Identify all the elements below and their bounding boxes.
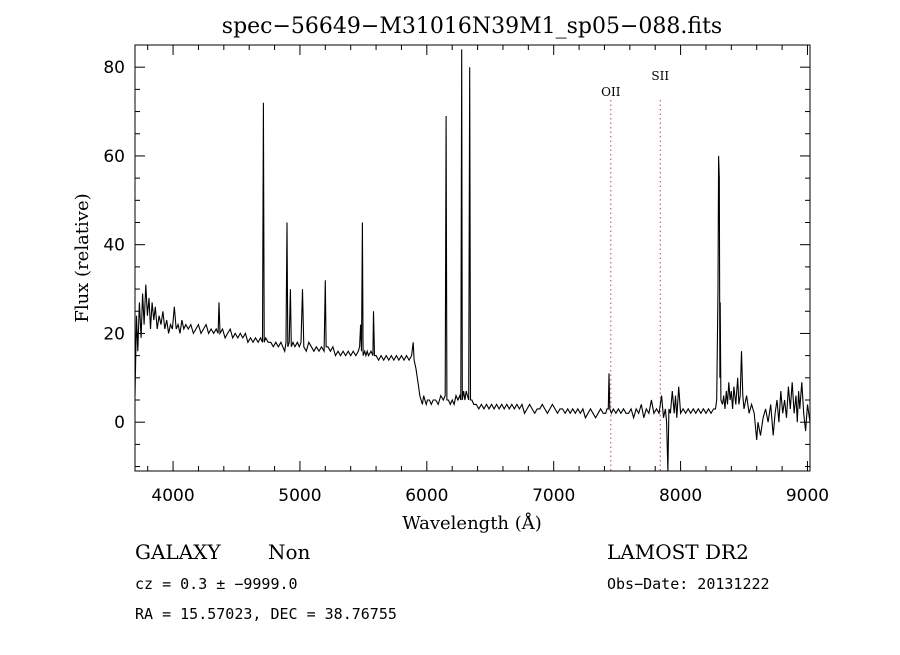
chart-title: spec−56649−M31016N39M1_sp05−088.fits	[222, 14, 722, 39]
survey-release: LAMOST DR2	[607, 540, 749, 564]
y-axis-ticks: 0 20 40 60 80	[103, 58, 810, 468]
y-tick-label: 0	[114, 413, 125, 433]
x-tick-label: 7000	[532, 486, 575, 506]
y-axis-title: Flux (relative)	[72, 193, 93, 322]
plot-frame	[134, 44, 811, 472]
line-marker-label: OII	[601, 85, 621, 99]
x-tick-label: 4000	[151, 486, 194, 506]
object-subclass: Non	[268, 540, 311, 564]
obs-date: Obs−Date: 20131222	[607, 575, 770, 593]
x-tick-label: 8000	[659, 486, 702, 506]
coordinates-text: RA = 15.57023, DEC = 38.76755	[135, 605, 397, 623]
x-axis-title: Wavelength (Å)	[402, 512, 542, 534]
line-marker-label: SII	[651, 69, 669, 83]
x-tick-label: 6000	[405, 486, 448, 506]
y-tick-label: 80	[103, 58, 125, 78]
x-tick-label: 5000	[278, 486, 321, 506]
object-class: GALAXY	[135, 540, 221, 564]
y-tick-label: 40	[103, 236, 125, 256]
x-tick-label: 9000	[786, 486, 829, 506]
line-markers: OII SII	[601, 69, 669, 471]
redshift-text: cz = 0.3 ± −9999.0	[135, 575, 298, 593]
x-axis-ticks: 4000 5000 6000 7000 8000 9000	[147, 45, 829, 506]
y-tick-label: 60	[103, 147, 125, 167]
spectrum-series-line	[134, 49, 811, 472]
y-tick-label: 20	[103, 324, 125, 344]
